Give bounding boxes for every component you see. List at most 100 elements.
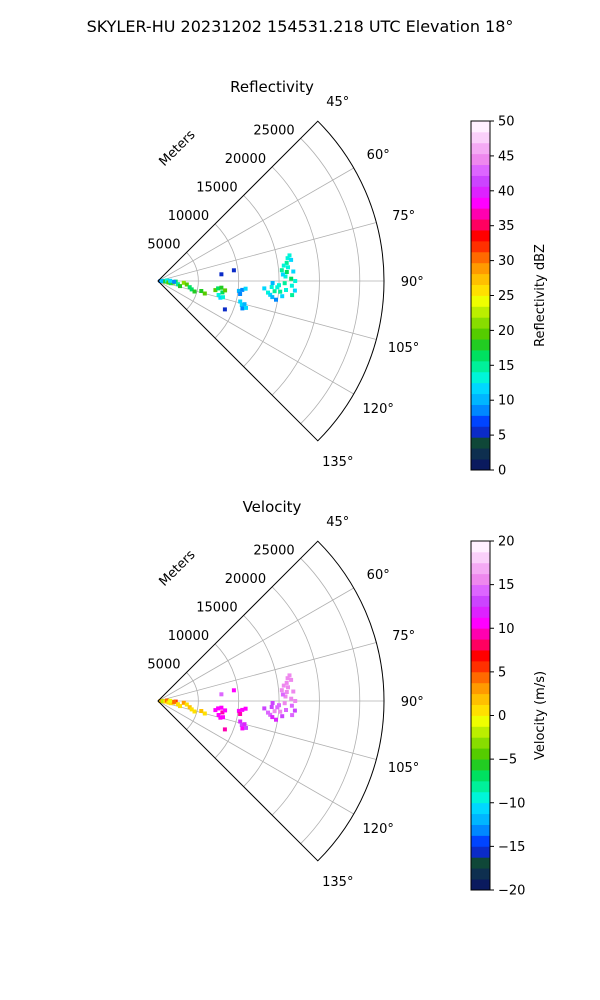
velocity-colorbar-tick-label-0: −20 [498,884,525,899]
velocity-echo-63 [289,677,294,682]
velocity-echo-22 [219,705,224,710]
velocity-colorbar-tick-label-3: −5 [498,753,517,768]
velocity-echo-46 [275,705,280,710]
reflectivity-range-label-1: 10000 [168,209,209,224]
velocity-echo-57 [280,692,285,697]
reflectivity-colorbar-segment-3 [471,426,490,438]
velocity-echo-50 [282,701,287,706]
velocity-colorbar-segment-28 [471,573,490,586]
reflectivity-echo-46 [275,285,280,290]
reflectivity-colorbar-segment-16 [471,284,490,296]
reflectivity-colorbar-segment-19 [471,251,490,264]
reflectivity-echo-64 [290,293,295,298]
velocity-range-label-2: 15000 [196,600,237,615]
velocity-colorbar-segment-7 [471,802,490,815]
velocity-echo-54 [286,685,290,690]
reflectivity-colorbar-segment-6 [471,393,490,405]
reflectivity-echo-22 [219,285,224,290]
velocity-echo-16 [172,699,177,704]
velocity-echo-62 [293,699,298,703]
velocity-echo-31 [243,706,248,711]
velocity-echo-35 [242,722,247,727]
velocity-echo-42 [269,705,274,709]
reflectivity-colorbar-segment-25 [471,186,490,198]
velocity-echo-17 [168,698,173,703]
reflectivity-echo-34 [239,303,244,307]
velocity-range-axis-label: Meters [157,547,199,589]
velocity-echo-32 [238,712,243,716]
velocity-colorbar-segment-21 [471,650,490,662]
velocity-echo-33 [238,719,243,724]
velocity-echo-55 [284,680,289,685]
reflectivity-colorbar-segment-9 [471,360,490,373]
velocity-colorbar-segment-13 [471,737,490,749]
figure-title: SKYLER-HU 20231202 154531.218 UTC Elevat… [87,17,514,36]
velocity-echo-64 [290,713,295,718]
reflectivity-colorbar-tick-label-1: 5 [498,429,506,444]
velocity-range-label-4: 25000 [253,543,294,558]
velocity-colorbar: −20 −15 −10 −5 0 5 10 15 20 Velocity (m/s) [470,535,548,899]
velocity-azimuth-label-0: 45° [326,515,349,530]
reflectivity-echo-47 [278,289,283,294]
reflectivity-echo-41 [266,290,270,295]
reflectivity-echo-36 [240,306,245,311]
velocity-echo-66 [274,717,278,722]
velocity-range-label-0: 5000 [147,658,180,673]
velocity-echo-53 [284,690,289,694]
reflectivity-range-label-4: 25000 [253,123,294,138]
reflectivity-echo-57 [280,272,285,277]
reflectivity-colorbar-label: Reflectivity dBZ [533,244,548,347]
velocity-echo-6 [168,701,173,706]
velocity-echo-30 [240,707,245,712]
velocity-echo-56 [285,676,290,681]
reflectivity-echo-50 [282,281,287,286]
velocity-echo-58 [279,688,284,693]
velocity-colorbar-segment-19 [471,671,490,684]
velocity-colorbar-tick-label-8: 20 [498,535,515,550]
reflectivity-echo-21 [216,286,221,291]
velocity-radial-5 [157,700,354,815]
velocity-echo-68 [291,689,296,694]
velocity-echo-14 [189,707,194,712]
velocity-colorbar-segment-14 [471,726,490,738]
velocity-echo-23 [220,710,225,715]
velocity-azimuth-label-2: 75° [392,629,415,644]
reflectivity-echo-37 [244,305,248,310]
reflectivity-azimuth-label-4: 105° [388,341,419,356]
reflectivity-echo-40 [262,286,267,291]
reflectivity-echo-29 [236,288,241,293]
reflectivity-colorbar-segment-31 [471,121,490,133]
reflectivity-colorbar-tick-label-10: 50 [498,115,515,130]
velocity-echo-12 [184,702,189,707]
reflectivity-echo-53 [284,270,289,274]
reflectivity-echo-35 [242,302,247,307]
reflectivity-panel: Reflectivity 45°60°75°90°105°120°135°500… [147,78,548,479]
reflectivity-colorbar-segment-29 [471,142,490,155]
reflectivity-echo-43 [272,289,277,294]
reflectivity-echo-68 [291,269,296,274]
reflectivity-echo-45 [270,295,275,300]
velocity-azimuth-label-1: 60° [367,568,390,583]
velocity-colorbar-segment-25 [471,606,490,618]
velocity-echo-60 [289,696,294,701]
velocity-colorbar-segment-26 [471,595,490,607]
reflectivity-echo-32 [238,292,243,296]
reflectivity-azimuth-label-5: 120° [363,402,394,417]
velocity-echo-18 [199,709,204,713]
reflectivity-colorbar-segment-1 [471,448,490,460]
velocity-colorbar-segment-31 [471,541,490,553]
reflectivity-sector-frame [157,120,385,442]
reflectivity-echoes [158,253,298,312]
reflectivity-echo-56 [285,256,290,261]
reflectivity-panel-title: Reflectivity [230,78,314,96]
reflectivity-colorbar-segment-5 [471,404,490,416]
velocity-echo-37 [244,725,248,730]
velocity-echo-28 [219,692,224,697]
reflectivity-colorbar-segment-2 [471,437,490,449]
reflectivity-colorbar-segment-12 [471,328,490,340]
velocity-panel-title: Velocity [243,498,302,516]
reflectivity-echo-65 [292,288,297,293]
reflectivity-colorbar-segment-13 [471,317,490,329]
velocity-colorbar-segment-8 [471,791,490,804]
velocity-echo-26 [218,715,223,720]
